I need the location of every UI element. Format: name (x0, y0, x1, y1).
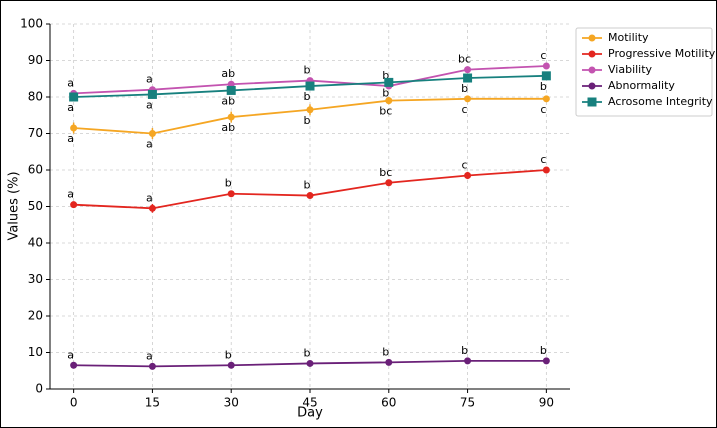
significance-label: ab (221, 94, 235, 107)
significance-label: c (462, 158, 468, 171)
marker (305, 81, 315, 91)
marker (227, 361, 235, 369)
marker (464, 66, 472, 74)
marker (541, 71, 551, 81)
legend-label: Motility (608, 31, 649, 44)
legend-label: Abnormality (608, 79, 675, 92)
significance-label: b (225, 348, 232, 361)
significance-label: b (304, 114, 311, 127)
marker (464, 95, 472, 103)
significance-label: b (382, 86, 389, 99)
y-tick-label: 50 (28, 199, 43, 213)
significance-label: c (540, 103, 546, 116)
significance-label: bc (458, 53, 471, 66)
marker (464, 357, 472, 365)
significance-label: b (461, 82, 468, 95)
x-tick-label: 90 (539, 396, 554, 410)
significance-label: b (461, 344, 468, 357)
x-tick-label: 60 (381, 396, 396, 410)
marker (147, 89, 157, 99)
y-tick-label: 80 (28, 90, 43, 104)
marker (70, 361, 78, 369)
y-tick-label: 20 (28, 309, 43, 323)
marker (588, 66, 596, 74)
legend-label: Viability (608, 63, 653, 76)
marker (542, 357, 550, 365)
significance-label: b (304, 179, 311, 192)
y-tick-label: 100 (20, 17, 43, 31)
significance-label: b (382, 345, 389, 358)
marker (148, 130, 156, 137)
significance-label: a (146, 73, 153, 86)
significance-label: a (146, 138, 153, 151)
marker (542, 62, 550, 70)
y-tick-label: 30 (28, 272, 43, 286)
x-tick-label: 75 (460, 396, 475, 410)
marker (226, 85, 236, 95)
y-axis-label: Values (%) (7, 171, 22, 240)
significance-label: b (540, 80, 547, 93)
marker (464, 171, 472, 179)
legend-label: Progressive Motility (608, 47, 716, 60)
marker (463, 73, 473, 83)
significance-label: b (304, 64, 311, 77)
marker (588, 50, 596, 58)
x-tick-label: 45 (302, 396, 317, 410)
marker (70, 124, 78, 132)
significance-label: bc (379, 166, 392, 179)
significance-label: c (540, 153, 546, 166)
marker (588, 34, 596, 42)
x-tick-label: 15 (145, 396, 160, 410)
marker (70, 201, 78, 209)
marker (542, 95, 550, 103)
marker (385, 179, 393, 187)
significance-label: a (67, 101, 74, 114)
axes (49, 24, 570, 390)
marker (385, 97, 393, 105)
marker (227, 190, 235, 198)
significance-label: a (67, 348, 74, 361)
y-tick-label: 90 (28, 53, 43, 67)
significance-label: b (304, 90, 311, 103)
x-tick-label: 0 (70, 396, 78, 410)
marker (587, 97, 597, 107)
significance-label: ab (221, 67, 235, 80)
y-tick-label: 10 (28, 345, 43, 359)
marker (385, 358, 393, 366)
y-tick-label: 70 (28, 126, 43, 140)
x-axis-label: Day (297, 406, 323, 421)
marker (306, 106, 314, 114)
significance-label: bc (379, 105, 392, 118)
y-tick-label: 0 (35, 382, 43, 396)
marker (384, 77, 394, 87)
significance-label: b (225, 177, 232, 190)
marker (306, 359, 314, 367)
legend-box (575, 27, 713, 117)
marker (306, 192, 314, 200)
significance-label: a (67, 132, 74, 145)
significance-label: c (540, 49, 546, 62)
marker (542, 166, 550, 174)
significance-label: ab (221, 121, 235, 134)
marker (148, 362, 156, 370)
marker (227, 113, 235, 121)
marker (588, 82, 596, 90)
significance-label: a (67, 76, 74, 89)
x-tick-label: 30 (224, 396, 239, 410)
significance-label: a (146, 191, 153, 204)
significance-label: b (382, 69, 389, 82)
marker (148, 204, 156, 212)
y-tick-label: 60 (28, 163, 43, 177)
significance-label: a (146, 98, 153, 111)
y-tick-label: 40 (28, 236, 43, 250)
marker (69, 92, 79, 102)
legend-label: Acrosome Integrity (608, 95, 713, 108)
significance-label: a (67, 188, 74, 201)
significance-label: c (462, 103, 468, 116)
significance-label: b (304, 346, 311, 359)
significance-label: b (540, 344, 547, 357)
significance-label: a (146, 349, 153, 362)
